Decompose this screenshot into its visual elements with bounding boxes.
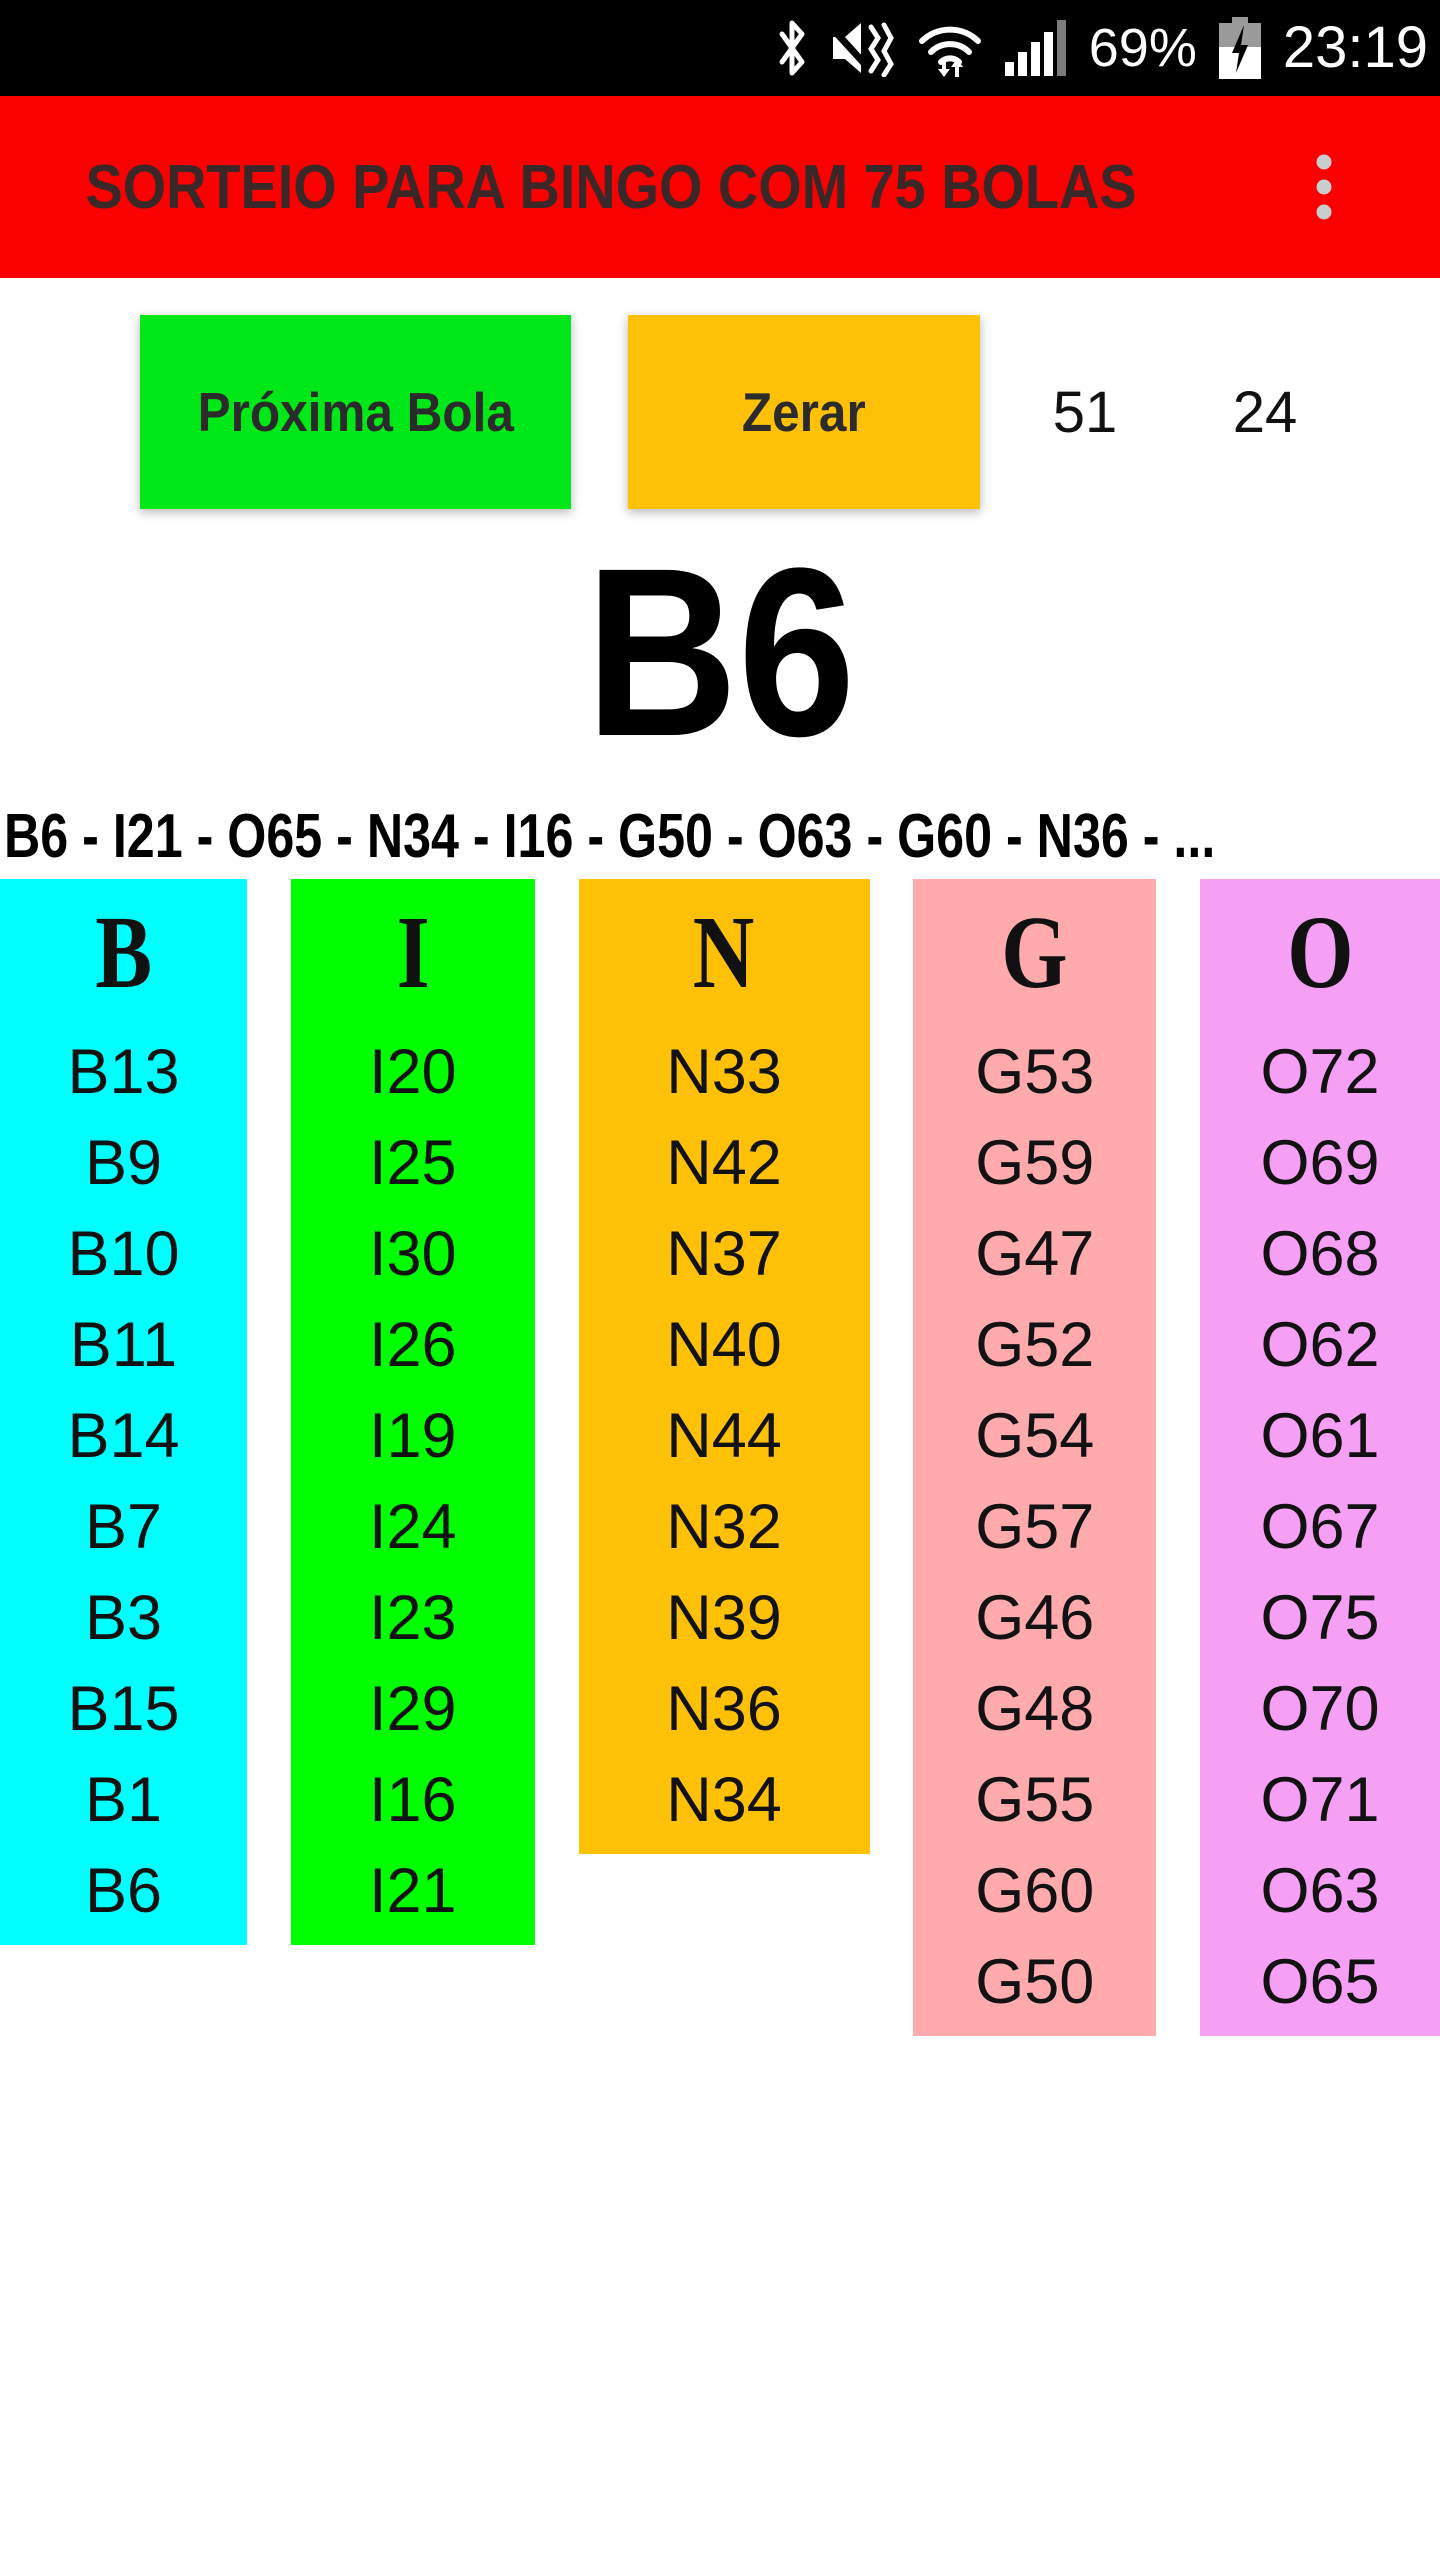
- drawn-ball-cell: N37: [666, 1219, 782, 1289]
- drawn-ball-cell: N40: [666, 1310, 782, 1380]
- status-bar: 69% 23:19: [0, 0, 1440, 96]
- column-letter: N: [693, 895, 755, 1010]
- drawn-ball-cell: B11: [69, 1310, 178, 1380]
- drawn-ball-cell: O69: [1260, 1128, 1380, 1198]
- battery-percent: 69%: [1088, 18, 1197, 78]
- bluetooth-icon: [779, 20, 805, 76]
- drawn-ball-cell: I21: [368, 1856, 457, 1926]
- drawn-ball-cell: G57: [975, 1492, 1095, 1562]
- drawn-ball-cell: O68: [1260, 1219, 1380, 1289]
- drawn-ball-cell: B15: [67, 1674, 180, 1744]
- drawn-ball-cell: N33: [666, 1037, 782, 1107]
- drawn-ball-cell: N32: [666, 1492, 782, 1562]
- wifi-icon: [918, 26, 981, 77]
- page-title: SORTEIO PARA BINGO COM 75 BOLAS: [85, 152, 1137, 222]
- next-ball-button-label: Próxima Bola: [197, 381, 514, 443]
- overflow-menu-button[interactable]: [1309, 147, 1340, 228]
- drawn-ball-cell: B14: [67, 1401, 180, 1471]
- column-letter: I: [396, 895, 430, 1010]
- drawn-ball-cell: G52: [975, 1310, 1095, 1380]
- remaining-count: 51: [1052, 379, 1118, 445]
- signal-strength-icon: [1004, 20, 1066, 76]
- drawn-ball-cell: B10: [67, 1219, 180, 1289]
- draw-history: B6 - I21 - O65 - N34 - I16 - G50 - O63 -…: [0, 794, 1440, 879]
- drawn-ball-cell: B1: [84, 1765, 163, 1835]
- drawn-ball-cell: G46: [975, 1583, 1095, 1653]
- drawn-ball-cell: G54: [975, 1401, 1095, 1471]
- bingo-column-g: G G53 G59 G47 G52 G54 G57 G46 G48 G55 G60 G50: [913, 879, 1157, 2036]
- drawn-count: 24: [1232, 379, 1298, 445]
- reset-button[interactable]: Zerar: [628, 315, 980, 509]
- current-ball-value: B6: [585, 517, 855, 786]
- drawn-ball-cell: I29: [368, 1674, 457, 1744]
- drawn-ball-cell: I19: [368, 1401, 457, 1471]
- column-letter: O: [1286, 895, 1354, 1010]
- drawn-ball-cell: I16: [368, 1765, 457, 1835]
- drawn-ball-cell: O62: [1260, 1310, 1380, 1380]
- drawn-ball-cell: O61: [1260, 1401, 1380, 1471]
- drawn-ball-cell: N39: [666, 1583, 782, 1653]
- column-header-i: I: [291, 879, 535, 1027]
- bingo-board: B B13 B9 B10 B11 B14 B7 B3 B15 B1 B6 I I20 I25 I30 I26 I…: [0, 879, 1440, 2036]
- drawn-ball-cell: G47: [975, 1219, 1095, 1289]
- bingo-column-o: O O72 O69 O68 O62 O61 O67 O75 O70 O71 O63 O65: [1200, 879, 1440, 2036]
- drawn-ball-cell: G55: [975, 1765, 1095, 1835]
- drawn-ball-cell: G60: [975, 1856, 1095, 1926]
- bingo-column-b: B B13 B9 B10 B11 B14 B7 B3 B15 B1 B6: [0, 879, 247, 1945]
- drawn-ball-cell: B13: [67, 1037, 180, 1107]
- drawn-ball-cell: O63: [1260, 1856, 1380, 1926]
- draw-history-text: B6 - I21 - O65 - N34 - I16 - G50 - O63 -…: [4, 802, 1216, 871]
- clock-time: 23:19: [1282, 15, 1428, 80]
- next-ball-button[interactable]: Próxima Bola: [140, 315, 571, 509]
- drawn-ball-cell: N44: [666, 1401, 782, 1471]
- drawn-ball-cell: O65: [1260, 1947, 1380, 2017]
- drawn-ball-cell: I26: [368, 1310, 457, 1380]
- drawn-ball-cell: I24: [368, 1492, 457, 1562]
- vibrate-mute-icon: [830, 22, 894, 77]
- overflow-menu-icon: [1316, 204, 1332, 220]
- drawn-ball-cell: I25: [368, 1128, 457, 1198]
- current-ball-display: B6: [0, 509, 1440, 794]
- drawn-ball-cell: N36: [666, 1674, 782, 1744]
- drawn-ball-cell: G48: [975, 1674, 1095, 1744]
- drawn-ball-cell: I23: [368, 1583, 457, 1653]
- column-header-o: O: [1200, 879, 1440, 1027]
- drawn-ball-cell: O67: [1260, 1492, 1380, 1562]
- column-header-n: N: [579, 879, 870, 1027]
- overflow-menu-icon: [1316, 179, 1332, 195]
- drawn-ball-cell: B3: [84, 1583, 163, 1653]
- drawn-ball-cell: B9: [84, 1128, 163, 1198]
- drawn-ball-cell: B6: [84, 1856, 163, 1926]
- column-header-b: B: [0, 879, 247, 1027]
- reset-button-label: Zerar: [742, 381, 866, 443]
- drawn-ball-cell: O75: [1260, 1583, 1380, 1653]
- column-letter: B: [95, 895, 152, 1010]
- drawn-ball-cell: G53: [975, 1037, 1095, 1107]
- drawn-ball-cell: I30: [368, 1219, 457, 1289]
- drawn-ball-cell: G50: [975, 1947, 1095, 2017]
- drawn-ball-cell: O71: [1260, 1765, 1380, 1835]
- drawn-ball-cell: I20: [368, 1037, 457, 1107]
- drawn-ball-cell: O70: [1260, 1674, 1380, 1744]
- drawn-ball-cell: G59: [975, 1128, 1095, 1198]
- bingo-column-n: N N33 N42 N37 N40 N44 N32 N39 N36 N34: [578, 879, 870, 1854]
- bingo-column-i: I I20 I25 I30 I26 I19 I24 I23 I29 I16 I21: [290, 879, 535, 1945]
- controls-row: Próxima Bola Zerar 51 24: [0, 315, 1440, 509]
- column-letter: G: [1001, 895, 1068, 1010]
- drawn-ball-cell: B7: [84, 1492, 163, 1562]
- drawn-ball-cell: N34: [666, 1765, 782, 1835]
- drawn-ball-cell: O72: [1260, 1037, 1380, 1107]
- overflow-menu-icon: [1316, 154, 1332, 170]
- battery-charging-icon: [1218, 17, 1261, 79]
- column-header-g: G: [913, 879, 1156, 1027]
- app-bar: SORTEIO PARA BINGO COM 75 BOLAS: [0, 96, 1440, 278]
- drawn-ball-cell: N42: [666, 1128, 782, 1198]
